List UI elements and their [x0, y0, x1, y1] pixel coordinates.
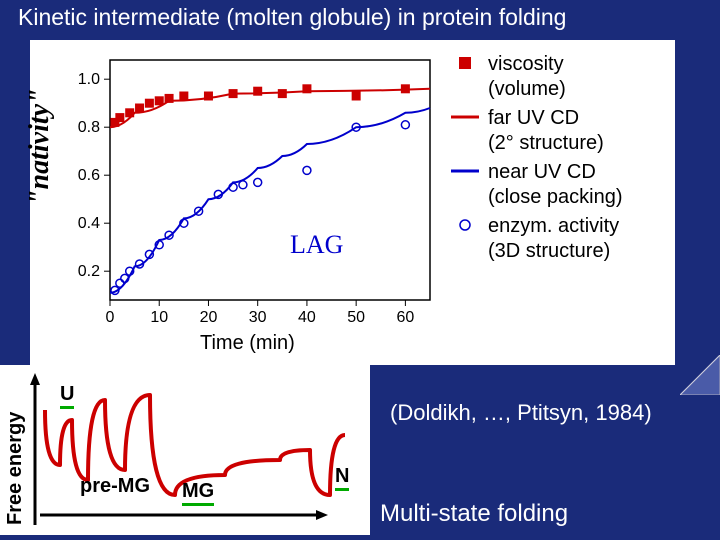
legend-marker-icon: [450, 52, 480, 74]
page-corner-fold-icon: [680, 355, 720, 395]
legend-marker-icon: [450, 160, 480, 182]
legend-label: enzym. activity(3D structure): [488, 214, 619, 264]
legend-label: viscosity(volume): [488, 52, 566, 102]
reference-citation: (Doldikh, …, Ptitsyn, 1984): [390, 400, 652, 426]
legend-item: viscosity(volume): [450, 52, 623, 102]
legend-item: near UV CD(close packing): [450, 160, 623, 210]
svg-text:50: 50: [347, 309, 365, 326]
state-u-label: U: [60, 383, 74, 409]
svg-text:60: 60: [396, 309, 414, 326]
free-energy-diagram: [0, 365, 370, 535]
energy-ylabel: Free energy: [4, 412, 27, 525]
state-premg-label: pre-MG: [80, 475, 150, 498]
svg-text:40: 40: [298, 309, 316, 326]
svg-text:0.6: 0.6: [78, 167, 100, 184]
legend-marker-icon: [450, 214, 480, 236]
free-energy-panel: Free energy U pre-MG MG N: [0, 365, 370, 535]
svg-text:30: 30: [249, 309, 267, 326]
svg-text:0.4: 0.4: [78, 215, 100, 232]
summary-text: Multi-state folding: [380, 500, 568, 528]
svg-text:0.8: 0.8: [78, 119, 100, 136]
nativity-chart-panel: 01020304050600.20.40.60.81.0 "nativity" …: [30, 40, 675, 365]
svg-text:10: 10: [150, 309, 168, 326]
nativity-chart: 0 10 20 30 40 50 60 0.2 0.4 0.6 0.8 1.0: [30, 40, 450, 365]
svg-text:0.2: 0.2: [78, 263, 100, 280]
legend-marker-icon: [450, 106, 480, 128]
state-n-label: N: [335, 465, 349, 491]
chart-xlabel: Time (min): [200, 332, 295, 355]
svg-text:0: 0: [106, 309, 115, 326]
legend-item: enzym. activity(3D structure): [450, 214, 623, 264]
legend-label: far UV CD(2° structure): [488, 106, 604, 156]
page-title: Kinetic intermediate (molten globule) in…: [0, 0, 720, 33]
svg-text:1.0: 1.0: [78, 71, 100, 88]
chart-ylabel: "nativity": [24, 88, 56, 205]
legend-label: near UV CD(close packing): [488, 160, 623, 210]
svg-text:20: 20: [200, 309, 218, 326]
legend-item: far UV CD(2° structure): [450, 106, 623, 156]
state-mg-label: MG: [182, 480, 214, 506]
lag-annotation: LAG: [290, 230, 343, 260]
chart-legend: viscosity(volume)far UV CD(2° structure)…: [450, 52, 623, 268]
